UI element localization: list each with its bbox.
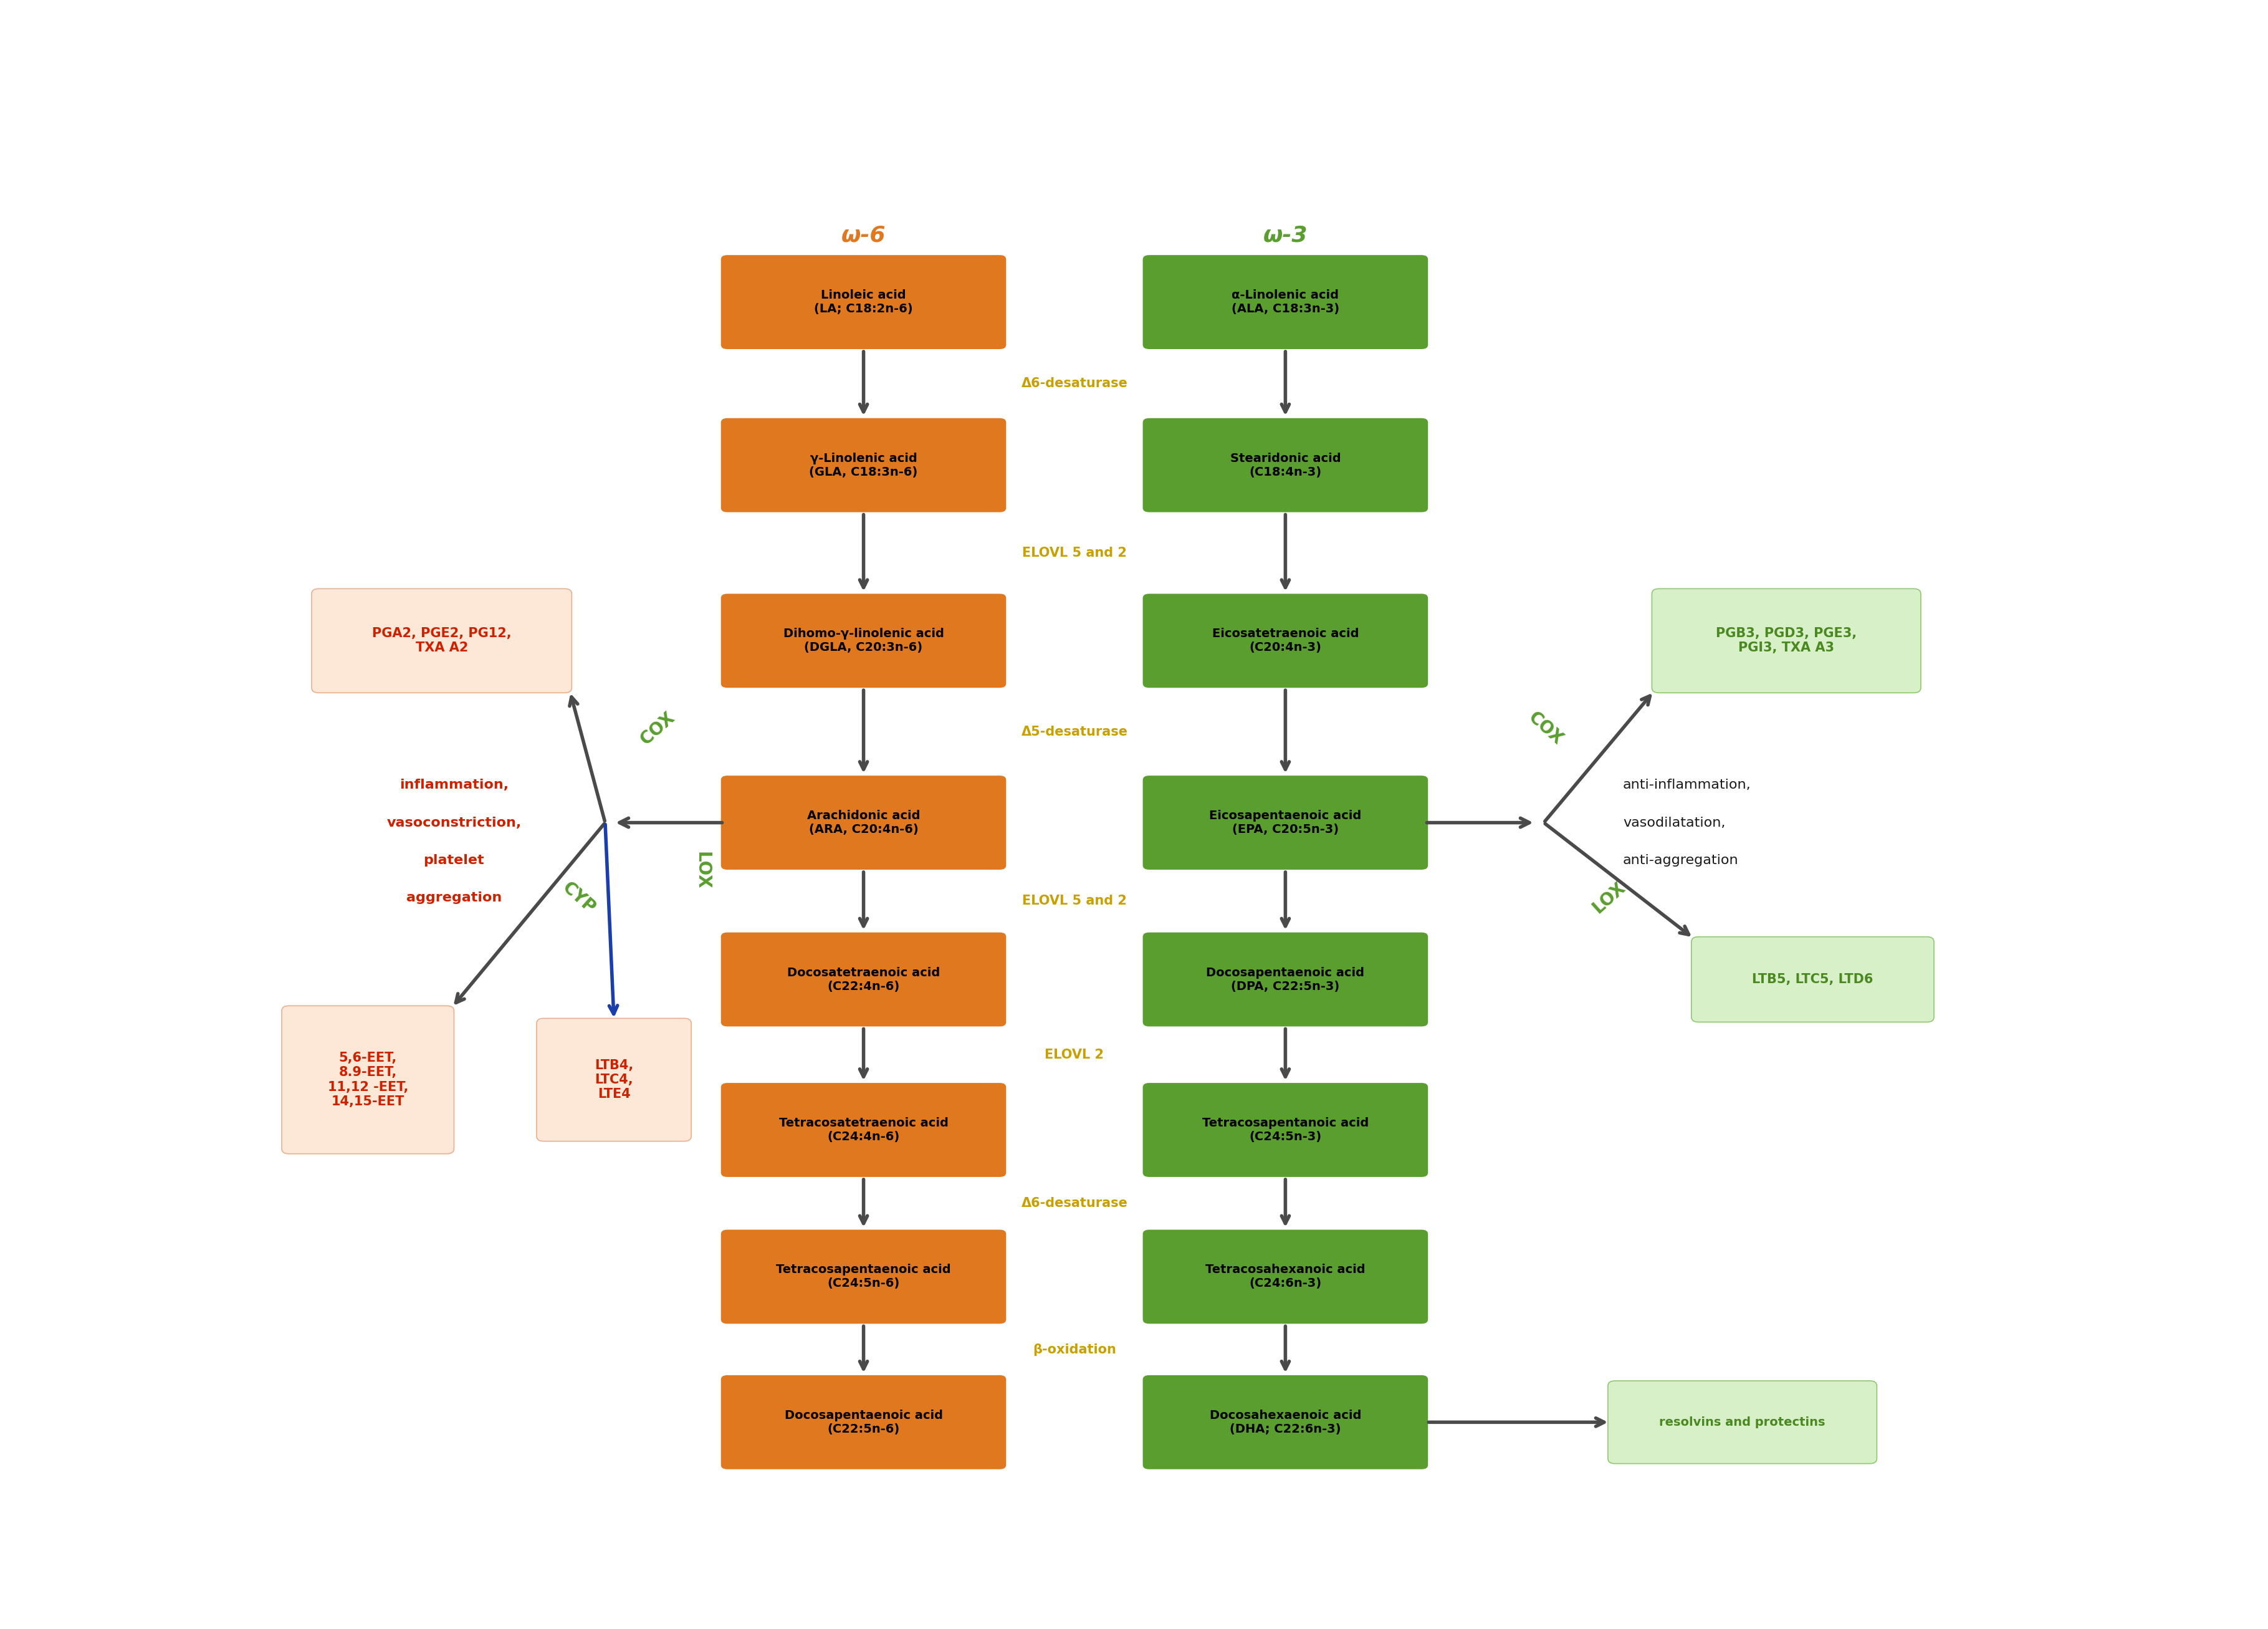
- Text: Docosapentaenoic acid
(C22:5n-6): Docosapentaenoic acid (C22:5n-6): [785, 1409, 943, 1435]
- FancyBboxPatch shape: [721, 254, 1007, 350]
- FancyBboxPatch shape: [311, 588, 572, 692]
- Text: ELOVL 5 and 2: ELOVL 5 and 2: [1023, 547, 1127, 559]
- Text: Docosatetraenoic acid
(C22:4n-6): Docosatetraenoic acid (C22:4n-6): [787, 966, 939, 992]
- Text: Δ6-desaturase: Δ6-desaturase: [1021, 378, 1127, 389]
- Text: Docosapentaenoic acid
(DPA, C22:5n-3): Docosapentaenoic acid (DPA, C22:5n-3): [1207, 966, 1365, 992]
- Text: Stearidonic acid
(C18:4n-3): Stearidonic acid (C18:4n-3): [1229, 453, 1340, 477]
- Text: vasodilatation,: vasodilatation,: [1624, 816, 1726, 829]
- Text: LTB4,
LTC4,
LTE4: LTB4, LTC4, LTE4: [594, 1059, 633, 1101]
- Text: Arachidonic acid
(ARA, C20:4n-6): Arachidonic acid (ARA, C20:4n-6): [807, 810, 921, 836]
- Text: anti-aggregation: anti-aggregation: [1624, 854, 1740, 867]
- Text: COX: COX: [637, 709, 678, 748]
- Text: PGB3, PGD3, PGE3,
PGI3, TXA A3: PGB3, PGD3, PGE3, PGI3, TXA A3: [1717, 627, 1857, 655]
- Text: platelet: platelet: [424, 854, 485, 867]
- Text: Tetracosahexanoic acid
(C24:6n-3): Tetracosahexanoic acid (C24:6n-3): [1204, 1264, 1365, 1290]
- FancyBboxPatch shape: [721, 775, 1007, 870]
- FancyBboxPatch shape: [1143, 1228, 1429, 1324]
- Text: ELOVL 5 and 2: ELOVL 5 and 2: [1023, 894, 1127, 907]
- FancyBboxPatch shape: [1608, 1381, 1878, 1463]
- FancyBboxPatch shape: [281, 1005, 454, 1153]
- Text: ω-3: ω-3: [1263, 225, 1309, 246]
- Text: Tetracosatetraenoic acid
(C24:4n-6): Tetracosatetraenoic acid (C24:4n-6): [778, 1117, 948, 1142]
- Text: ELOVL 2: ELOVL 2: [1046, 1049, 1105, 1060]
- Text: 5,6-EET,
8.9-EET,
11,12 -EET,
14,15-EET: 5,6-EET, 8.9-EET, 11,12 -EET, 14,15-EET: [327, 1052, 408, 1108]
- Text: PGA2, PGE2, PG12,
TXA A2: PGA2, PGE2, PG12, TXA A2: [372, 627, 510, 655]
- FancyBboxPatch shape: [1143, 593, 1429, 689]
- Text: Linoleic acid
(LA; C18:2n-6): Linoleic acid (LA; C18:2n-6): [814, 290, 914, 314]
- FancyBboxPatch shape: [721, 1375, 1007, 1469]
- FancyBboxPatch shape: [1651, 588, 1921, 692]
- Text: γ-Linolenic acid
(GLA, C18:3n-6): γ-Linolenic acid (GLA, C18:3n-6): [810, 453, 919, 477]
- FancyBboxPatch shape: [538, 1018, 692, 1142]
- Text: aggregation: aggregation: [406, 891, 501, 904]
- Text: Eicosapentaenoic acid
(EPA, C20:5n-3): Eicosapentaenoic acid (EPA, C20:5n-3): [1209, 810, 1361, 836]
- FancyBboxPatch shape: [1143, 417, 1429, 513]
- Text: Docosahexaenoic acid
(DHA; C22:6n-3): Docosahexaenoic acid (DHA; C22:6n-3): [1209, 1409, 1361, 1435]
- FancyBboxPatch shape: [1143, 1082, 1429, 1178]
- FancyBboxPatch shape: [721, 1228, 1007, 1324]
- Text: CYP: CYP: [558, 878, 599, 917]
- FancyBboxPatch shape: [721, 417, 1007, 513]
- Text: resolvins and protectins: resolvins and protectins: [1660, 1416, 1826, 1429]
- Text: Δ6-desaturase: Δ6-desaturase: [1021, 1197, 1127, 1210]
- Text: Δ5-desaturase: Δ5-desaturase: [1021, 725, 1127, 738]
- Text: vasoconstriction,: vasoconstriction,: [386, 816, 522, 829]
- FancyBboxPatch shape: [721, 593, 1007, 689]
- Text: anti-inflammation,: anti-inflammation,: [1624, 779, 1751, 792]
- Text: Eicosatetraenoic acid
(C20:4n-3): Eicosatetraenoic acid (C20:4n-3): [1211, 629, 1359, 653]
- Text: α-Linolenic acid
(ALA, C18:3n-3): α-Linolenic acid (ALA, C18:3n-3): [1232, 290, 1340, 314]
- Text: LOX: LOX: [1590, 878, 1628, 917]
- Text: inflammation,: inflammation,: [399, 779, 508, 792]
- Text: ω-6: ω-6: [841, 225, 887, 246]
- FancyBboxPatch shape: [1143, 254, 1429, 350]
- Text: Tetracosapentanoic acid
(C24:5n-3): Tetracosapentanoic acid (C24:5n-3): [1202, 1117, 1368, 1142]
- Text: COX: COX: [1524, 709, 1567, 748]
- FancyBboxPatch shape: [1692, 937, 1935, 1021]
- FancyBboxPatch shape: [1143, 775, 1429, 870]
- Text: β-oxidation: β-oxidation: [1032, 1344, 1116, 1355]
- Text: LOX: LOX: [694, 852, 710, 889]
- FancyBboxPatch shape: [1143, 932, 1429, 1028]
- Text: Dihomo-γ-linolenic acid
(DGLA, C20:3n-6): Dihomo-γ-linolenic acid (DGLA, C20:3n-6): [782, 629, 943, 653]
- Text: LTB5, LTC5, LTD6: LTB5, LTC5, LTD6: [1753, 973, 1873, 986]
- Text: Tetracosapentaenoic acid
(C24:5n-6): Tetracosapentaenoic acid (C24:5n-6): [776, 1264, 950, 1290]
- FancyBboxPatch shape: [1143, 1375, 1429, 1469]
- FancyBboxPatch shape: [721, 1082, 1007, 1178]
- FancyBboxPatch shape: [721, 932, 1007, 1028]
